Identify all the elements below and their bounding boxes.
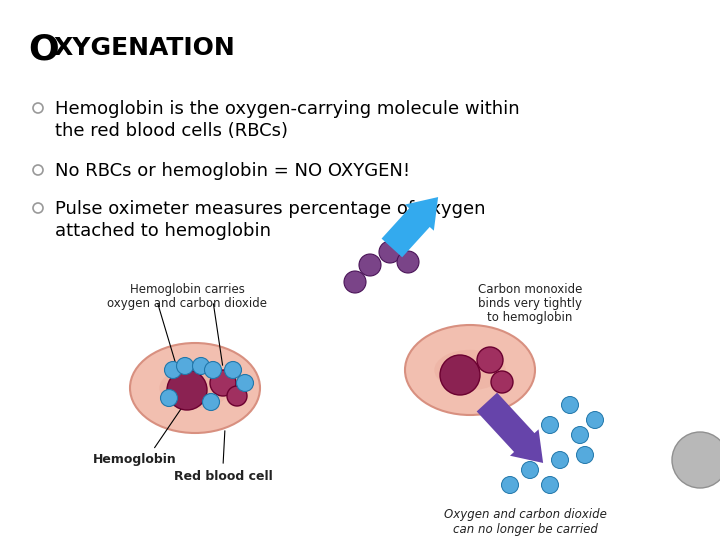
Circle shape <box>225 361 241 379</box>
Text: can no longer be carried: can no longer be carried <box>453 523 598 536</box>
Text: Carbon monoxide: Carbon monoxide <box>478 283 582 296</box>
Circle shape <box>359 254 381 276</box>
Circle shape <box>176 357 194 375</box>
Circle shape <box>502 476 518 494</box>
Circle shape <box>440 355 480 395</box>
Ellipse shape <box>159 368 230 408</box>
Circle shape <box>204 361 222 379</box>
Circle shape <box>192 357 210 375</box>
Circle shape <box>33 165 43 175</box>
Circle shape <box>379 241 401 263</box>
Circle shape <box>541 476 559 494</box>
Circle shape <box>577 447 593 463</box>
Circle shape <box>167 370 207 410</box>
Text: Red blood cell: Red blood cell <box>174 470 272 483</box>
Ellipse shape <box>405 325 535 415</box>
Circle shape <box>552 451 569 469</box>
Text: oxygen and carbon dioxide: oxygen and carbon dioxide <box>107 297 267 310</box>
Text: attached to hemoglobin: attached to hemoglobin <box>55 222 271 240</box>
Circle shape <box>491 371 513 393</box>
Text: Hemoglobin is the oxygen-carrying molecule within: Hemoglobin is the oxygen-carrying molecu… <box>55 100 520 118</box>
FancyArrowPatch shape <box>382 197 438 257</box>
Circle shape <box>541 416 559 434</box>
Circle shape <box>562 396 578 414</box>
Circle shape <box>227 386 247 406</box>
Text: the red blood cells (RBCs): the red blood cells (RBCs) <box>55 122 288 140</box>
Circle shape <box>477 347 503 373</box>
Circle shape <box>33 203 43 213</box>
Circle shape <box>397 251 419 273</box>
Text: binds very tightly: binds very tightly <box>478 297 582 310</box>
Circle shape <box>202 394 220 410</box>
Text: Hemoglobin carries: Hemoglobin carries <box>130 283 244 296</box>
Circle shape <box>33 103 43 113</box>
Circle shape <box>587 411 603 429</box>
Text: No RBCs or hemoglobin = NO OXYGEN!: No RBCs or hemoglobin = NO OXYGEN! <box>55 162 410 180</box>
Text: O: O <box>28 32 59 66</box>
FancyArrowPatch shape <box>477 393 543 463</box>
Text: Pulse oximeter measures percentage of oxygen: Pulse oximeter measures percentage of ox… <box>55 200 485 218</box>
Circle shape <box>672 432 720 488</box>
Circle shape <box>521 462 539 478</box>
Text: Oxygen and carbon dioxide: Oxygen and carbon dioxide <box>444 508 606 521</box>
Circle shape <box>236 375 253 392</box>
Text: XYGENATION: XYGENATION <box>54 36 235 60</box>
Text: to hemoglobin: to hemoglobin <box>487 311 572 324</box>
Circle shape <box>572 427 588 443</box>
Circle shape <box>161 389 178 407</box>
Ellipse shape <box>130 343 260 433</box>
Circle shape <box>210 370 236 396</box>
Ellipse shape <box>434 350 505 390</box>
Circle shape <box>344 271 366 293</box>
Circle shape <box>164 361 181 379</box>
Text: Hemoglobin: Hemoglobin <box>93 453 177 466</box>
